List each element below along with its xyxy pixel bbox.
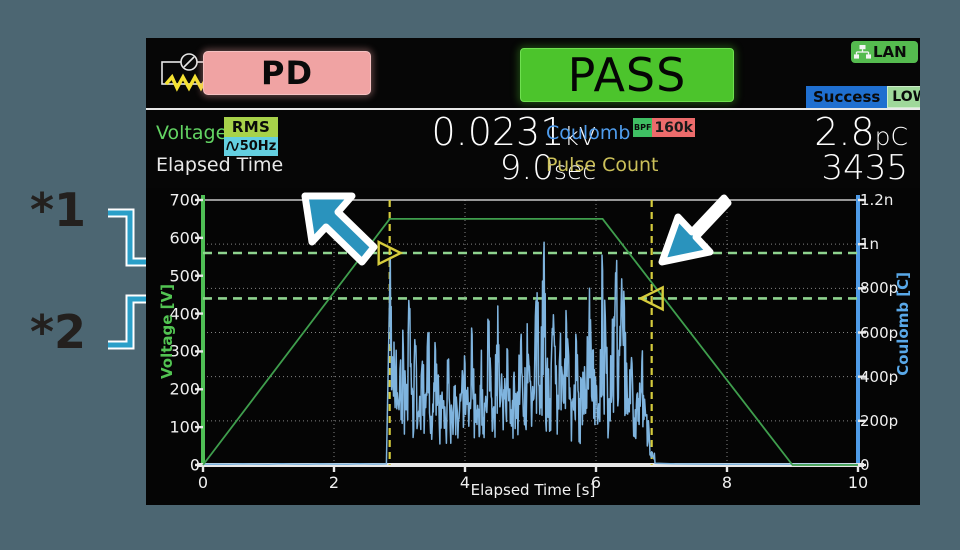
left-axis-tick: 0 (189, 455, 200, 475)
voltage-unit: kV (564, 122, 596, 151)
low-label: LOW (892, 89, 920, 105)
voltage-frequency-badge[interactable]: 50Hz (224, 137, 278, 156)
cursor-marker-right-triangle (377, 240, 404, 266)
voltage-frequency-label: 50Hz (239, 139, 277, 154)
callout-note-2: *2 (30, 305, 87, 359)
chart-canvas (195, 195, 866, 472)
left-axis-title: Voltage [V] (158, 284, 176, 379)
x-axis-tick: 2 (328, 473, 340, 492)
left-axis-tick: 500 (169, 266, 200, 286)
elapsed-time-value: 9.0 (499, 148, 554, 188)
x-axis-tick: 10 (847, 473, 869, 492)
right-axis-tick: 800p (860, 279, 899, 298)
left-axis-tick: 700 (169, 190, 200, 210)
coulomb-filter-type: BPF (633, 118, 653, 137)
pulse-count-value: 3435 (821, 148, 908, 188)
x-axis-title: Elapsed Time [s] (470, 481, 596, 499)
lan-status-badge[interactable]: LAN (851, 41, 918, 63)
network-icon (854, 45, 871, 59)
right-axis-tick: 1n (860, 235, 880, 254)
right-axis-tick: 600p (860, 323, 899, 342)
right-axis-tick: 200p (860, 411, 899, 430)
mode-badge-pd[interactable]: PD (203, 51, 371, 95)
status-badge-row: Success LOW (806, 86, 920, 109)
callout-note-1: *1 (30, 183, 87, 237)
x-axis-tick: 4 (459, 473, 471, 492)
cursor-marker-left-triangle (637, 285, 664, 312)
voltage-mode-badge[interactable]: RMS (224, 117, 278, 137)
coulomb-value: 2.8 (814, 110, 875, 154)
coulomb-filter-freq: 160k (652, 118, 695, 137)
lan-label: LAN (873, 43, 907, 61)
elapsed-time-label: Elapsed Time (156, 154, 284, 176)
elapsed-time-value-row: 9.0sec (296, 148, 596, 188)
coulomb-value-row: 2.8pC (686, 110, 908, 154)
left-axis-tick: 200 (169, 379, 200, 399)
coulomb-unit: pC (874, 122, 908, 151)
pulse-count-label: Pulse Count (546, 154, 659, 176)
panel-header: PD PASS LAN Success LOW (146, 38, 920, 109)
left-axis-tick: 100 (169, 417, 200, 437)
measurement-readout: Voltage RMS 50Hz 0.0231kV Elapsed Time 9… (146, 110, 920, 188)
voltage-value: 0.0231 (431, 110, 565, 154)
sine-wave-icon (225, 141, 239, 151)
plot-background (146, 188, 920, 505)
right-axis-tick: 400p (860, 367, 899, 386)
x-axis-tick: 6 (590, 473, 602, 492)
voltage-value-row: 0.0231kV (296, 110, 596, 154)
header-divider (146, 108, 920, 110)
right-axis-tick: 1.2n (860, 191, 894, 209)
elapsed-time-unit: sec (553, 156, 596, 185)
x-axis-tick: 0 (197, 473, 209, 492)
status-badge-success: Success (806, 86, 888, 109)
right-axis-title: Coulomb [C] (894, 272, 912, 376)
instrument-panel: PD PASS LAN Success LOW (146, 38, 920, 505)
trend-plot[interactable]: 0 100 200 300 400 500 600 700 0 200p 400p 600p 800p… (146, 188, 920, 505)
left-axis-tick: 300 (169, 341, 200, 361)
judgement-badge-pass: PASS (520, 48, 734, 102)
voltage-label: Voltage (156, 122, 228, 144)
left-axis-tick: 400 (169, 304, 200, 324)
coulomb-filter-badge[interactable]: BPF 160k (633, 118, 695, 137)
coulomb-label: Coulomb (546, 122, 631, 144)
x-axis-tick: 8 (721, 473, 733, 492)
left-axis-tick: 600 (169, 228, 200, 248)
left-axis-tick-labels: 0 100 200 300 400 500 600 700 (146, 188, 200, 505)
range-badge-low[interactable]: LOW (887, 86, 920, 108)
